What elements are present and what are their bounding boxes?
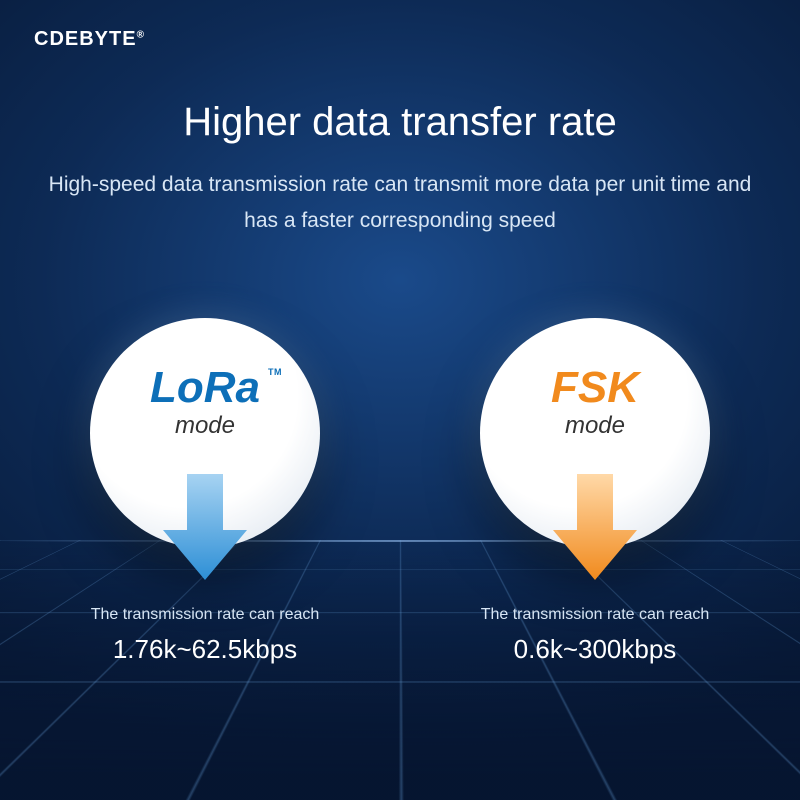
trademark-label: TM — [268, 368, 282, 377]
mode-lora-bubble: LoRa TM mode — [90, 318, 320, 548]
mode-fsk-bubble: FSK mode — [480, 318, 710, 548]
mode-fsk: FSK mode The transmission rate can reach… — [465, 318, 725, 665]
page-title: Higher data transfer rate — [0, 100, 800, 145]
mode-lora: LoRa TM mode The transmission rate can r… — [75, 318, 335, 665]
page-subtitle: High-speed data transmission rate can tr… — [40, 167, 760, 238]
brand-text: CDEBYTE — [34, 28, 137, 50]
mode-lora-sub: mode — [175, 412, 235, 440]
brand-logo: CDEBYTE® — [34, 28, 145, 51]
mode-fsk-title: FSK — [551, 366, 639, 410]
modes-row: LoRa TM mode The transmission rate can r… — [0, 318, 800, 665]
mode-lora-title: LoRa TM — [150, 366, 260, 410]
brand-mark: ® — [137, 29, 145, 40]
mode-lora-title-text: LoRa — [150, 363, 260, 412]
mode-fsk-title-text: FSK — [551, 363, 639, 412]
mode-lora-rate: 1.76k~62.5kbps — [75, 634, 335, 665]
arrow-down-icon — [161, 474, 249, 582]
mode-fsk-sub: mode — [565, 412, 625, 440]
arrow-down-icon — [551, 474, 639, 582]
mode-fsk-rate: 0.6k~300kbps — [465, 634, 725, 665]
heading-block: Higher data transfer rate High-speed dat… — [0, 100, 800, 238]
mode-fsk-caption: The transmission rate can reach — [465, 606, 725, 624]
mode-lora-caption: The transmission rate can reach — [75, 606, 335, 624]
